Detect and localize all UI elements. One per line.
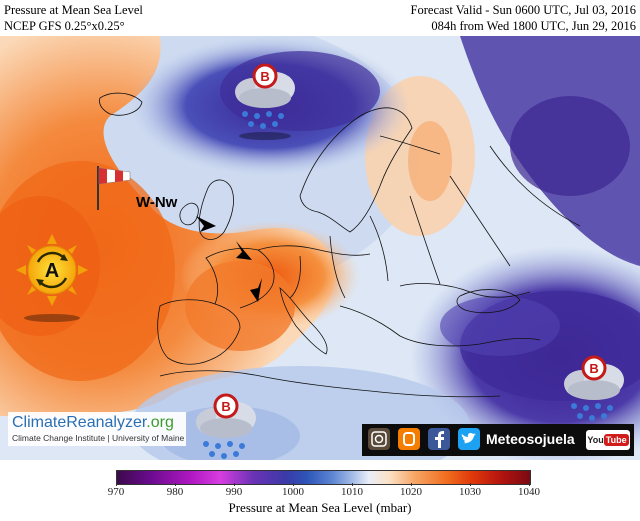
blogger-icon[interactable] xyxy=(398,428,420,450)
facebook-icon[interactable] xyxy=(428,428,450,450)
social-banner: Meteosojuela You Tube xyxy=(362,424,634,456)
colorbar-tick-label: 1020 xyxy=(400,486,422,498)
anticyclone-letter: A xyxy=(45,260,59,282)
wind-arrow-3 xyxy=(250,278,262,302)
title-left-1: Pressure at Mean Sea Level xyxy=(4,3,143,17)
logo-name: ClimateReanalyzer xyxy=(12,414,147,431)
title-left-2: NCEP GFS 0.25°x0.25° xyxy=(4,19,125,33)
twitter-icon[interactable] xyxy=(458,428,480,450)
coastlines xyxy=(99,92,581,398)
windsock-icon xyxy=(97,166,131,210)
colorbar-title: Pressure at Mean Sea Level (mbar) xyxy=(228,500,412,515)
wind-direction-label: W-Nw xyxy=(136,194,178,211)
colorbar: 970 980 990 1000 1010 1020 1030 1040 Pressure a… xyxy=(107,468,540,518)
header: Pressure at Mean Sea Level NCEP GFS 0.25… xyxy=(0,0,640,36)
colorbar-tick-label: 980 xyxy=(166,486,184,498)
colorbar-tick-mark xyxy=(470,483,471,486)
climate-reanalyzer-logo: ClimateReanalyzer.org Climate Change Ins… xyxy=(8,412,186,446)
low-symbol-north: B xyxy=(235,63,295,140)
colorbar-tick-mark xyxy=(116,483,117,486)
colorbar-tick-label: 1030 xyxy=(459,486,481,498)
colorbar-tick-label: 1000 xyxy=(282,486,304,498)
colorbar-tick-label: 990 xyxy=(225,486,243,498)
wind-arrow-2 xyxy=(236,241,252,260)
pressure-map: A B B B xyxy=(0,36,640,460)
colorbar-tick-label: 970 xyxy=(107,486,125,498)
colorbar-gradient xyxy=(116,470,531,485)
colorbar-tick-label: 1040 xyxy=(518,486,540,498)
wind-arrow-1 xyxy=(196,216,216,232)
meteosojuela-brand: Meteosojuela xyxy=(486,431,575,447)
instagram-icon[interactable] xyxy=(368,428,390,450)
anticyclone-symbol: A xyxy=(16,234,88,322)
colorbar-tick-mark xyxy=(175,483,176,486)
logo-subtitle: Climate Change Institute | University of… xyxy=(12,433,185,443)
wind-arrows xyxy=(196,216,262,302)
low-letter-east: B xyxy=(589,361,598,376)
title-right-1: Forecast Valid - Sun 0600 UTC, Jul 03, 2… xyxy=(410,3,636,17)
colorbar-tick-label: 1010 xyxy=(341,486,363,498)
youtube-logo[interactable]: You Tube xyxy=(586,430,630,450)
low-letter-south: B xyxy=(221,399,230,414)
colorbar-tick-mark xyxy=(352,483,353,486)
colorbar-tick-mark xyxy=(529,483,530,486)
low-letter-north: B xyxy=(260,69,269,84)
colorbar-tick-mark xyxy=(234,483,235,486)
colorbar-tick-mark xyxy=(293,483,294,486)
low-symbol-south: B xyxy=(196,393,256,459)
colorbar-tick-mark xyxy=(411,483,412,486)
title-right-2: 084h from Wed 1800 UTC, Jun 29, 2016 xyxy=(431,19,636,33)
logo-domain: .org xyxy=(146,414,174,431)
